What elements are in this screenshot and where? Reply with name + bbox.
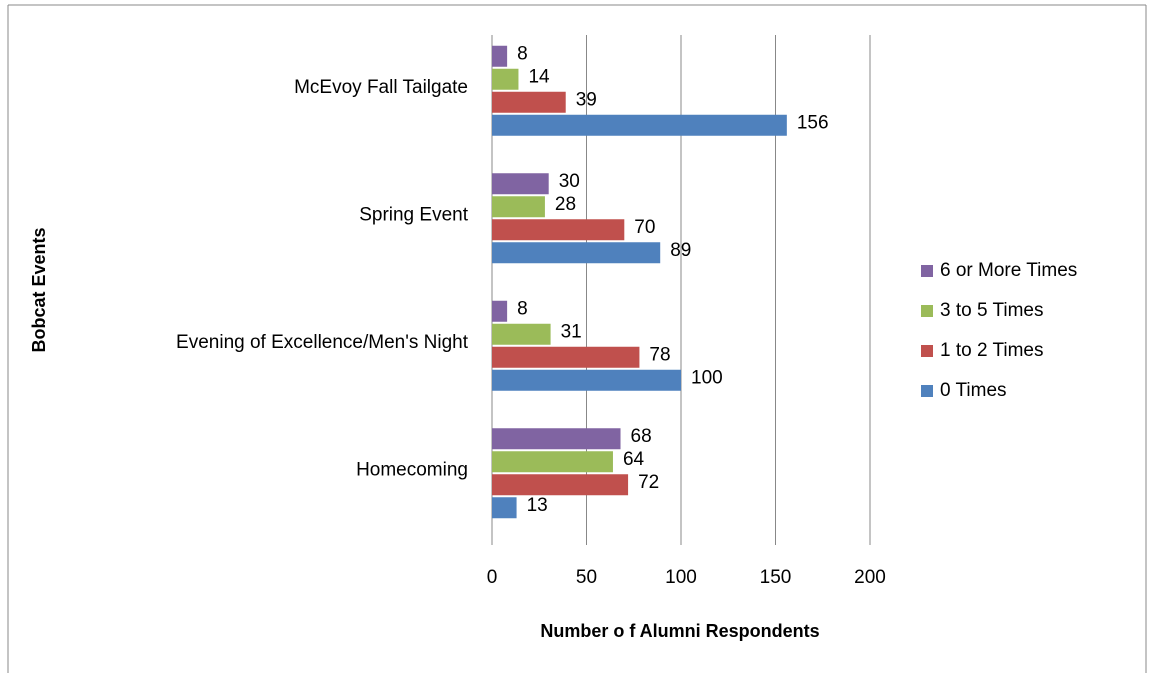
data-label: 13: [527, 495, 548, 516]
data-label: 28: [555, 194, 576, 215]
bar: [492, 300, 508, 322]
legend-label: 6 or More Times: [940, 260, 1077, 281]
legend-label: 3 to 5 Times: [940, 300, 1044, 321]
legend-swatch: [921, 305, 933, 317]
bar: [492, 242, 661, 264]
data-label: 72: [638, 472, 659, 493]
bar: [492, 346, 640, 368]
data-label: 68: [631, 426, 652, 447]
bar: [492, 173, 549, 195]
data-label: 8: [517, 298, 528, 319]
x-tick-label: 200: [854, 567, 886, 588]
bar: [492, 114, 787, 136]
data-label: 64: [623, 449, 645, 470]
data-label: 89: [670, 240, 691, 261]
data-label: 31: [561, 321, 582, 342]
x-tick-label: 0: [487, 567, 498, 588]
bar: [492, 474, 629, 496]
x-tick-label: 100: [665, 567, 697, 588]
y-tick-label: Spring Event: [359, 204, 469, 225]
data-label: 8: [517, 43, 528, 64]
data-label: 78: [649, 344, 670, 365]
legend-swatch: [921, 385, 933, 397]
bar: [492, 497, 517, 519]
bar: [492, 45, 508, 67]
bar: [492, 323, 551, 345]
data-label: 100: [691, 367, 723, 388]
legend-label: 1 to 2 Times: [940, 340, 1044, 361]
data-label: 39: [576, 89, 597, 110]
data-label: 30: [559, 171, 580, 192]
data-label: 70: [634, 217, 655, 238]
data-label: 156: [797, 112, 829, 133]
bar: [492, 196, 545, 218]
bar: [492, 451, 613, 473]
bar: [492, 68, 519, 90]
y-tick-label: McEvoy Fall Tailgate: [294, 77, 468, 98]
legend-swatch: [921, 265, 933, 277]
legend-swatch: [921, 345, 933, 357]
bar: [492, 428, 621, 450]
x-axis-label: Number o f Alumni Respondents: [540, 621, 819, 641]
bar: [492, 219, 625, 241]
bar: [492, 91, 566, 113]
y-axis-label: Bobcat Events: [29, 227, 49, 352]
legend-label: 0 Times: [940, 380, 1007, 401]
x-tick-label: 50: [576, 567, 597, 588]
bar: [492, 369, 681, 391]
x-tick-label: 150: [760, 567, 792, 588]
y-tick-label: Homecoming: [356, 459, 468, 480]
y-tick-label: Evening of Excellence/Men's Night: [176, 332, 469, 353]
data-label: 14: [528, 66, 550, 87]
